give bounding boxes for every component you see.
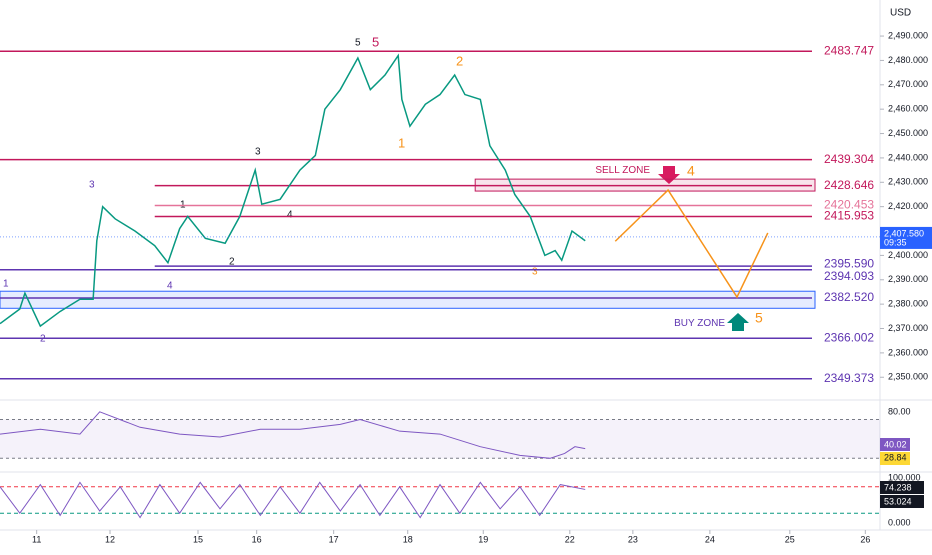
level-label: 2439.304 — [824, 152, 874, 166]
x-tick-label: 17 — [329, 534, 339, 544]
stoch-signal: 53.024 — [884, 496, 912, 506]
y-tick-label: 2,480.000 — [888, 55, 928, 65]
x-tick-label: 26 — [860, 534, 870, 544]
stoch-signal-tag — [880, 495, 924, 508]
zone — [0, 290, 816, 309]
projection-path — [614, 188, 769, 299]
rsi-band — [0, 419, 880, 459]
stoch-top: 100.000 — [888, 472, 921, 482]
x-tick-label: 22 — [565, 534, 575, 544]
level-label: 2366.002 — [824, 330, 874, 344]
y-tick-label: 2,370.000 — [888, 323, 928, 333]
y-tick-label: 2,430.000 — [888, 177, 928, 187]
y-tick-label: 2,450.000 — [888, 128, 928, 138]
wave-label: 5 — [755, 310, 763, 326]
wave-label: 2 — [40, 334, 46, 345]
y-tick-label: 2,440.000 — [888, 152, 928, 162]
x-tick-label: 18 — [403, 534, 413, 544]
stoch-tag — [880, 481, 924, 494]
y-tick-label: 2,390.000 — [888, 274, 928, 284]
level-label: 2349.373 — [824, 371, 874, 385]
x-tick-label: 23 — [628, 534, 638, 544]
wave-label: 5 — [355, 38, 361, 49]
level-label: 2394.093 — [824, 269, 874, 283]
buy-arrow — [727, 313, 749, 331]
price-line — [0, 53, 586, 328]
y-tick-label: 2,460.000 — [888, 104, 928, 114]
rsi-tag — [880, 438, 910, 451]
currency: USD — [890, 8, 911, 19]
x-tick-label: 12 — [105, 534, 115, 544]
wave-label: 1 — [3, 279, 9, 290]
countdown: 09:35 — [884, 237, 907, 247]
rsi-level: 80.00 — [888, 406, 911, 416]
wave-label: 3 — [255, 147, 261, 158]
zone-label: SELL ZONE — [595, 165, 650, 176]
x-tick-label: 16 — [252, 534, 262, 544]
y-tick-label: 2,400.000 — [888, 250, 928, 260]
y-tick-label: 2,380.000 — [888, 299, 928, 309]
x-tick-label: 25 — [785, 534, 795, 544]
wave-label: 3 — [532, 267, 538, 278]
level-label: 2415.953 — [824, 209, 874, 223]
level-label: 2420.453 — [824, 198, 874, 212]
stoch-value: 74.238 — [884, 482, 912, 492]
sell-arrow — [658, 166, 680, 184]
stoch-bottom: 0.000 — [888, 517, 911, 527]
level-label: 2428.646 — [824, 178, 874, 192]
wave-label: 3 — [89, 180, 95, 191]
y-tick-label: 2,490.000 — [888, 30, 928, 40]
stoch-line — [0, 481, 586, 519]
wave-label: 2 — [456, 53, 463, 68]
level-label: 2483.747 — [824, 43, 874, 57]
y-tick-label: 2,420.000 — [888, 201, 928, 211]
wave-label: 2 — [229, 257, 235, 268]
level-label: 2395.590 — [824, 256, 874, 270]
x-tick-label: 11 — [32, 534, 41, 544]
wave-label: 1 — [398, 135, 405, 150]
rsi-value: 40.02 — [884, 439, 907, 449]
wave-label: 5 — [372, 34, 379, 49]
wave-label: 4 — [287, 210, 293, 221]
x-tick-label: 24 — [705, 534, 715, 544]
y-tick-label: 2,470.000 — [888, 79, 928, 89]
last-price-label: 2,407.580 — [884, 228, 924, 238]
rsi-signal: 28.84 — [884, 452, 907, 462]
x-tick-label: 15 — [193, 534, 203, 544]
wave-label: 4 — [167, 281, 173, 292]
zone-label: BUY ZONE — [674, 318, 725, 329]
rsi-signal-tag — [880, 452, 910, 465]
x-tick-label: 19 — [478, 534, 488, 544]
last-price-tag — [880, 226, 932, 249]
rsi-line — [0, 411, 586, 459]
wave-label: 4 — [687, 163, 695, 179]
level-label: 2382.520 — [824, 290, 874, 304]
y-tick-label: 2,360.000 — [888, 347, 928, 357]
y-tick-label: 2,350.000 — [888, 372, 928, 382]
